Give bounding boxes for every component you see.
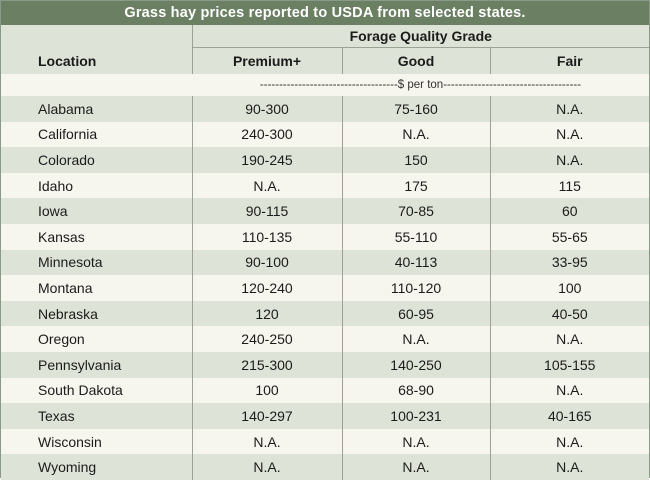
good-cell: N.A. [341,454,490,480]
table-row: Montana 120-240 110-120 100 [1,275,649,301]
premium-cell: N.A. [191,454,342,480]
premium-cell: N.A. [191,172,342,199]
header-row-grade: Forage Quality Grade [1,25,649,48]
table-row: Oregon 240-250 N.A. N.A. [1,326,649,352]
location-cell: California [38,126,98,143]
premium-cell: 190-245 [191,147,342,173]
good-cell: 68-90 [341,377,490,404]
location-cell: Iowa [38,203,68,220]
location-cell: Montana [38,279,93,296]
premium-cell: 90-100 [191,249,342,276]
location-cell: Pennsylvania [38,356,122,373]
premium-cell: 120-240 [191,275,342,301]
fair-cell: 60 [489,198,649,224]
premium-cell: 90-115 [191,198,342,224]
fair-cell: 40-50 [489,300,649,327]
table-body: Alabama 90-300 75-160 N.A. California 240-300… [1,96,649,480]
location-cell: Kansas [38,228,85,245]
location-cell: Minnesota [38,254,103,271]
premium-cell: 90-300 [191,96,342,122]
location-column-header: Location [38,52,97,69]
table-row: Alabama 90-300 75-160 N.A. [1,96,649,122]
location-cell: Alabama [38,100,94,117]
fair-cell: 33-95 [489,249,649,276]
good-cell: N.A. [341,428,490,455]
good-cell: 175 [341,172,490,199]
table-row: Iowa 90-115 70-85 60 [1,198,649,224]
table-row: South Dakota 100 68-90 N.A. [1,377,649,404]
location-cell: Texas [38,407,75,424]
fair-cell: 115 [489,172,649,199]
good-cell: 110-120 [341,275,490,301]
good-cell: 150 [341,147,490,173]
header-empty-cell [1,25,192,48]
premium-cell: 100 [191,377,342,404]
location-cell: Oregon [38,331,85,348]
table-row: Colorado 190-245 150 N.A. [1,147,649,173]
table-row: Texas 140-297 100-231 40-165 [1,403,649,429]
good-cell: 70-85 [341,198,490,224]
table-row: Pennsylvania 215-300 140-250 105-155 [1,351,649,378]
unit-label: ------------------------------------$ pe… [259,79,582,91]
location-cell: Wyoming [38,459,97,476]
good-cell: 40-113 [341,249,490,276]
fair-cell: 40-165 [489,403,649,429]
premium-cell: N.A. [191,428,342,455]
premium-cell: 215-300 [191,351,342,378]
good-cell: 55-110 [341,223,490,250]
price-table: Forage Quality Grade Location Premium+ G… [1,25,649,480]
fair-cell: N.A. [489,428,649,455]
fair-cell: 55-65 [489,223,649,250]
good-cell: 60-95 [341,300,490,327]
table-row: Idaho N.A. 175 115 [1,172,649,199]
location-cell: Wisconsin [38,433,102,450]
good-column-header: Good [341,47,490,74]
good-cell: 75-160 [341,96,490,122]
premium-cell: 110-135 [191,223,342,250]
fair-column-header: Fair [489,47,649,74]
location-cell: Colorado [38,151,95,168]
fair-cell: 100 [489,275,649,301]
fair-cell: N.A. [489,326,649,352]
grade-group-header: Forage Quality Grade [191,25,649,48]
fair-cell: N.A. [489,377,649,404]
header-row-columns: Location Premium+ Good Fair [1,47,649,74]
fair-cell: 105-155 [489,351,649,378]
fair-cell: N.A. [489,454,649,480]
header-row-units: ------------------------------------$ pe… [1,74,649,96]
location-cell: Idaho [38,177,74,194]
premium-cell: 240-250 [191,326,342,352]
table-row: Wyoming N.A. N.A. N.A. [1,454,649,480]
table-row: Kansas 110-135 55-110 55-65 [1,223,649,250]
unit-empty-cell [1,74,192,96]
premium-cell: 120 [191,300,342,327]
fair-cell: N.A. [489,121,649,148]
location-cell: South Dakota [38,382,123,399]
premium-cell: 240-300 [191,121,342,148]
good-cell: N.A. [341,121,490,148]
location-cell: Nebraska [38,305,98,322]
good-cell: N.A. [341,326,490,352]
table-row: Minnesota 90-100 40-113 33-95 [1,249,649,276]
table-title: Grass hay prices reported to USDA from s… [1,1,649,25]
fair-cell: N.A. [489,147,649,173]
good-cell: 100-231 [341,403,490,429]
fair-cell: N.A. [489,96,649,122]
good-cell: 140-250 [341,351,490,378]
table-row: Wisconsin N.A. N.A. N.A. [1,428,649,455]
table-row: California 240-300 N.A. N.A. [1,121,649,148]
premium-cell: 140-297 [191,403,342,429]
premium-column-header: Premium+ [191,47,342,74]
table-row: Nebraska 120 60-95 40-50 [1,300,649,327]
